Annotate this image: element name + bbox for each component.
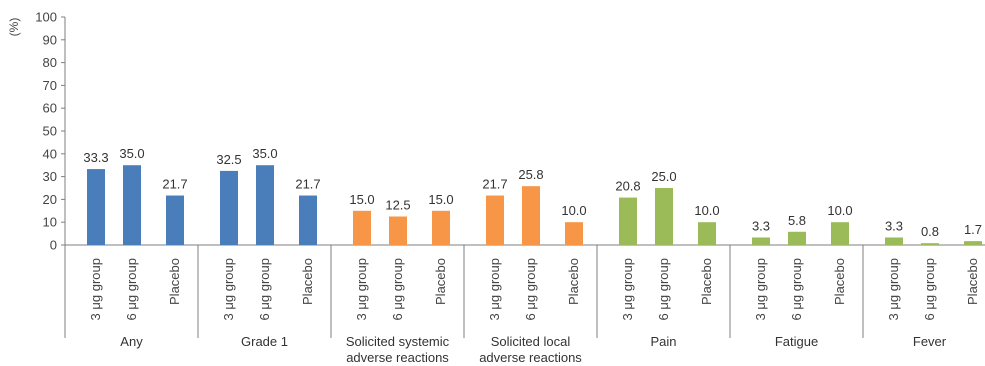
- bar: [353, 210, 371, 245]
- y-tick-label: 60: [43, 101, 57, 116]
- y-axis-label: (%): [7, 18, 21, 37]
- category-label: 3 μg group: [753, 258, 768, 320]
- bar: [788, 231, 806, 245]
- bar: [698, 222, 716, 245]
- data-label: 20.8: [615, 179, 640, 194]
- group-label: adverse reactions: [479, 350, 582, 365]
- bar: [389, 216, 407, 245]
- category-label: Placebo: [300, 258, 315, 305]
- y-tick-label: 80: [43, 55, 57, 70]
- category-label: 3 μg group: [354, 258, 369, 320]
- bar: [166, 195, 184, 245]
- bar: [522, 186, 540, 245]
- group-label: Grade 1: [241, 334, 288, 349]
- category-label: Placebo: [965, 258, 980, 305]
- y-tick-label: 70: [43, 78, 57, 93]
- data-label: 5.8: [788, 213, 806, 228]
- data-label: 10.0: [694, 203, 719, 218]
- category-label: Placebo: [832, 258, 847, 305]
- category-label: 6 μg group: [922, 258, 937, 320]
- group-label: Fever: [913, 334, 947, 349]
- y-tick-label: 90: [43, 32, 57, 47]
- bar: [565, 222, 583, 245]
- bar: [885, 237, 903, 245]
- y-tick-label: 30: [43, 169, 57, 184]
- category-label: 6 μg group: [789, 258, 804, 320]
- category-label: Placebo: [433, 258, 448, 305]
- group-label: Any: [120, 334, 143, 349]
- category-label: 3 μg group: [487, 258, 502, 320]
- group-label: Solicited local: [491, 334, 571, 349]
- bar: [752, 237, 770, 245]
- data-label: 21.7: [162, 177, 187, 192]
- data-label: 10.0: [827, 203, 852, 218]
- bar: [220, 170, 238, 245]
- group-label: Solicited systemic: [346, 334, 450, 349]
- bar: [831, 222, 849, 245]
- category-label: Placebo: [566, 258, 581, 305]
- data-label: 25.0: [651, 169, 676, 184]
- group-label: Fatigue: [775, 334, 818, 349]
- category-label: Placebo: [167, 258, 182, 305]
- data-label: 32.5: [216, 152, 241, 167]
- data-label: 15.0: [428, 192, 453, 207]
- bar: [619, 197, 637, 245]
- bar: [964, 241, 982, 245]
- y-tick-label: 10: [43, 215, 57, 230]
- bar: [87, 169, 105, 245]
- data-label: 0.8: [921, 224, 939, 239]
- category-label: 3 μg group: [88, 258, 103, 320]
- category-label: Placebo: [699, 258, 714, 305]
- group-label: adverse reactions: [346, 350, 449, 365]
- category-label: 6 μg group: [124, 258, 139, 320]
- bar: [432, 210, 450, 245]
- category-label: 3 μg group: [886, 258, 901, 320]
- category-label: 6 μg group: [656, 258, 671, 320]
- bar: [299, 195, 317, 245]
- y-tick-label: 100: [35, 10, 57, 25]
- bar: [123, 165, 141, 245]
- group-label: Pain: [650, 334, 676, 349]
- y-tick-label: 50: [43, 124, 57, 139]
- data-label: 10.0: [561, 203, 586, 218]
- bar: [256, 165, 274, 245]
- category-label: 6 μg group: [390, 258, 405, 320]
- data-label: 12.5: [385, 198, 410, 213]
- data-label: 35.0: [252, 146, 277, 161]
- bar: [655, 188, 673, 245]
- category-label: 6 μg group: [523, 258, 538, 320]
- y-tick-label: 20: [43, 192, 57, 207]
- data-label: 25.8: [518, 167, 543, 182]
- data-label: 3.3: [752, 218, 770, 233]
- category-label: 3 μg group: [620, 258, 635, 320]
- data-label: 33.3: [83, 150, 108, 165]
- y-tick-label: 40: [43, 146, 57, 161]
- category-label: 3 μg group: [221, 258, 236, 320]
- data-label: 15.0: [349, 192, 374, 207]
- bar: [921, 243, 939, 245]
- bar: [486, 195, 504, 245]
- data-label: 21.7: [482, 177, 507, 192]
- data-label: 1.7: [964, 222, 982, 237]
- category-label: 6 μg group: [257, 258, 272, 320]
- data-label: 35.0: [119, 146, 144, 161]
- data-label: 21.7: [295, 177, 320, 192]
- y-tick-label: 0: [50, 238, 57, 253]
- data-label: 3.3: [885, 218, 903, 233]
